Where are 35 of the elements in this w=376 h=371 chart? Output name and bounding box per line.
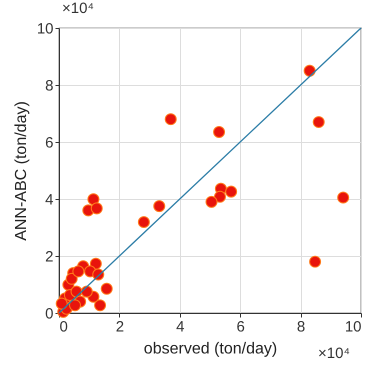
text: ×10⁴ (62, 0, 94, 17)
x-tick-label: 6 (236, 318, 245, 336)
x-axis-title: observed (ton/day) (144, 340, 278, 358)
point (94, 299, 106, 312)
point (225, 186, 238, 198)
y-tick-label: 4 (45, 192, 54, 208)
y-tick-label: 6 (45, 134, 54, 152)
point (164, 113, 177, 126)
x-tick-label: 8 (296, 318, 306, 336)
point (56, 298, 68, 310)
x-tick-label: 0 (60, 318, 68, 336)
x-tick-label: 2 (116, 318, 124, 336)
point (69, 299, 81, 312)
point (66, 272, 78, 285)
point (309, 256, 322, 268)
y-tick-label: 0 (45, 306, 54, 322)
point (213, 126, 226, 138)
text: ×10⁴ (318, 345, 350, 362)
point (72, 265, 84, 278)
y-tick-label: 10 (36, 20, 54, 38)
x-tick-label: 4 (176, 318, 184, 336)
point (337, 192, 350, 204)
point (138, 216, 150, 228)
y-axis-title: ANN-ABC (ton/day) (12, 101, 30, 241)
point (206, 196, 218, 208)
y-tick-label: 2 (45, 248, 54, 266)
point (90, 202, 103, 214)
point (304, 64, 316, 77)
point (312, 116, 325, 128)
x-tick-label: 10 (344, 318, 362, 336)
point (100, 282, 113, 295)
point (153, 200, 166, 212)
point (214, 190, 226, 203)
y-tick-label: 8 (45, 78, 54, 94)
point (87, 193, 100, 206)
